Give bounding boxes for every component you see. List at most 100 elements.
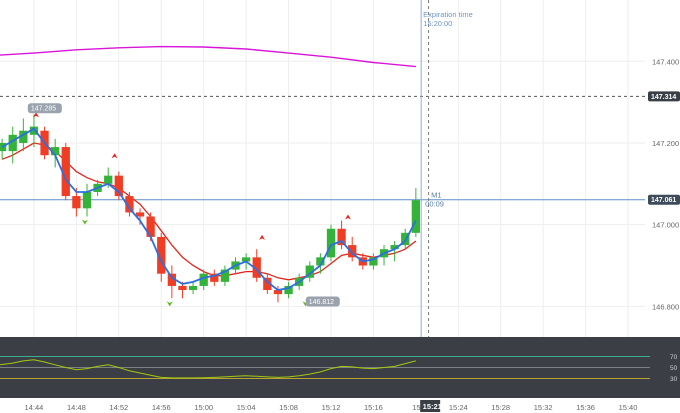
candle-bullish — [51, 138, 60, 168]
candle-body — [390, 245, 399, 250]
price-tick-label: 147.200 — [652, 139, 679, 148]
oscillator-levels: 70 50 30 — [0, 354, 678, 383]
signal-up-arrow — [33, 112, 40, 118]
arrows-layer — [33, 112, 351, 307]
candle-body — [146, 216, 155, 237]
candle-bullish — [82, 183, 92, 217]
time-tick-label: 14:56 — [152, 403, 171, 412]
candle-body — [8, 134, 17, 152]
candle-body — [199, 273, 208, 286]
time-axis-background — [0, 398, 680, 413]
time-tick-label: 14:48 — [67, 403, 86, 412]
signal-up-arrow — [111, 153, 118, 159]
time-marker-text: 15:21 — [423, 402, 442, 411]
candle-bearish — [125, 191, 134, 217]
candle-body — [82, 191, 92, 209]
dashed-level-tag-text: 147.314 — [651, 94, 676, 101]
candle-bearish — [61, 142, 70, 201]
time-tick-label: 15:04 — [237, 403, 256, 412]
low-label-bg — [305, 296, 340, 307]
candle-body — [19, 130, 28, 143]
signal-down-arrow — [81, 219, 88, 225]
candle-bullish — [188, 281, 198, 295]
time-tick-label: 15:00 — [194, 403, 213, 412]
timeframe-label: M1 — [431, 191, 441, 200]
candle-body — [348, 245, 357, 258]
candle-bearish — [337, 220, 346, 250]
candle-body — [125, 196, 134, 213]
candle-body — [284, 285, 293, 295]
candle-body — [104, 175, 113, 184]
candle-body — [72, 196, 81, 209]
expiration-time: 15:20:00 — [423, 19, 452, 28]
time-tick-label: 15:40 — [619, 403, 638, 412]
current-price-tag: 147.061 — [648, 194, 680, 205]
candle-body — [305, 265, 314, 278]
time-tick-label: 15:28 — [491, 403, 510, 412]
candle-body — [273, 290, 283, 295]
time-tick-label: 15 — [412, 403, 420, 412]
candle-bearish — [252, 249, 261, 282]
candle-bullish — [199, 269, 208, 291]
candle-body — [167, 273, 176, 286]
candle-body — [263, 277, 272, 291]
candle-body — [241, 257, 251, 262]
candle-body — [337, 228, 346, 246]
time-tick-label: 14:52 — [109, 403, 128, 412]
candle-body — [188, 285, 198, 291]
ma-slow-line — [1, 142, 417, 281]
candle-body — [114, 175, 123, 197]
time-tick-label: 15:12 — [322, 403, 341, 412]
time-marker-bg — [420, 400, 441, 412]
price-axis: 147.400 147.200 147.000 146.800 — [652, 57, 679, 311]
candle-bullish — [305, 261, 314, 282]
candle-bearish — [210, 269, 219, 286]
candle-bearish — [114, 171, 123, 201]
candle-bullish — [369, 253, 378, 270]
candle-bearish — [167, 265, 176, 299]
price-tick-label: 147.000 — [652, 221, 679, 230]
timer-label: 00:09 — [425, 200, 444, 209]
oscillator-line — [0, 359, 417, 379]
ma-long-line — [0, 45, 416, 68]
ma-fast-line — [1, 127, 417, 291]
low-label-text: 146.812 — [309, 299, 334, 306]
candle-bullish — [8, 126, 17, 164]
candle-bullish — [401, 228, 410, 250]
price-tick-label: 146.800 — [652, 302, 679, 311]
time-tick-label: 15:32 — [534, 403, 553, 412]
ma-slow-layer — [1, 142, 417, 281]
signal-up-arrow — [344, 214, 351, 220]
candle-body — [326, 228, 336, 258]
oscillator-level-label: 30 — [670, 376, 678, 383]
current-price-tag-bg — [648, 194, 680, 205]
candle-bullish — [220, 265, 230, 286]
candle-body — [369, 257, 378, 266]
oscillator-level-label: 70 — [670, 354, 678, 361]
time-tick-label: 15:16 — [364, 403, 383, 412]
current-price-tag-text: 147.061 — [651, 197, 676, 204]
candle-bearish — [157, 232, 166, 282]
signal-down-arrow — [166, 301, 173, 307]
candle-body — [29, 126, 39, 135]
candle-body — [61, 147, 70, 197]
signal-up-arrow — [259, 234, 266, 240]
candle-bullish — [411, 187, 420, 237]
candle-bullish — [29, 114, 39, 148]
high-price-label: 147.285 — [27, 103, 62, 114]
high-label-bg — [27, 103, 62, 114]
time-tick-label: 15:36 — [576, 403, 595, 412]
expiration-label: Expiration time — [423, 10, 473, 19]
candle-body — [411, 200, 420, 233]
candle-body — [401, 232, 410, 246]
candle-body — [252, 257, 261, 278]
time-tick-label: 15:08 — [279, 403, 298, 412]
high-label-text: 147.285 — [31, 106, 56, 113]
gridlines — [0, 0, 645, 337]
time-axis: 14:44 14:48 14:52 14:56 15:00 15:04 15:08 15:12… — [25, 403, 638, 412]
ma-long-layer — [0, 45, 416, 68]
candle-bullish — [284, 281, 293, 299]
candle-body — [220, 269, 230, 282]
candle-body — [135, 212, 145, 217]
